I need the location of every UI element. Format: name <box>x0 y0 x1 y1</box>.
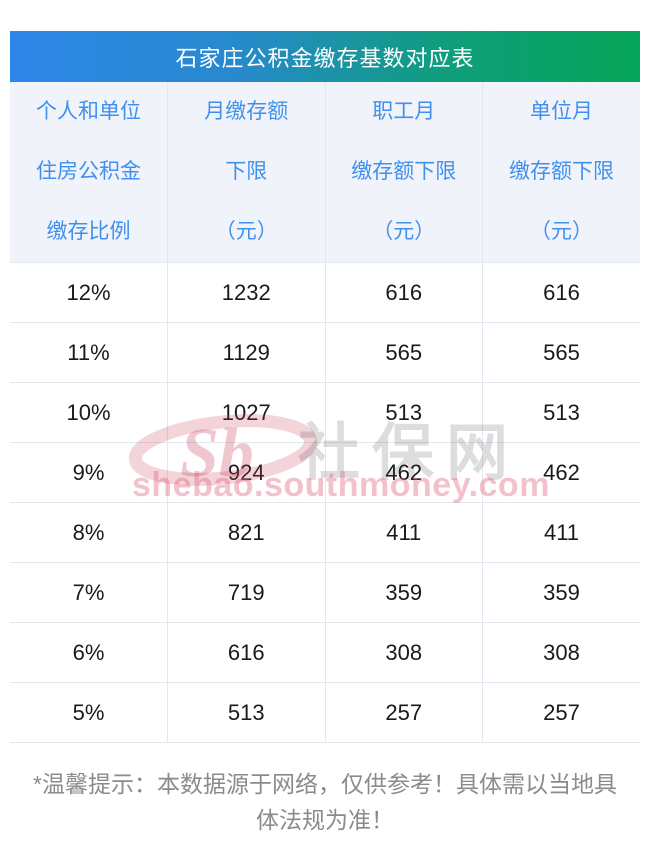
table-cell: 12% <box>10 262 168 323</box>
column-header: 职工月缴存额下限 （元） <box>324 82 483 263</box>
table-cell: 1129 <box>167 322 326 383</box>
table-row: 9% 924 462 462 <box>10 442 640 503</box>
table-cell: 308 <box>324 622 483 683</box>
table-cell: 8% <box>10 502 168 563</box>
column-header-line: 职工月 <box>372 100 436 123</box>
table-cell: 565 <box>482 322 640 383</box>
table-cell: 462 <box>324 442 483 503</box>
table-title: 石家庄公积金缴存基数对应表 <box>175 45 475 71</box>
table-cell: 411 <box>324 502 483 563</box>
table-cell: 7% <box>10 562 168 623</box>
table-cell: 513 <box>324 382 483 443</box>
table-cell: 9% <box>10 442 168 503</box>
table-row: 6% 616 308 308 <box>10 622 640 683</box>
table-cell: 924 <box>167 442 326 503</box>
table-cell: 411 <box>482 502 640 563</box>
table-header-row: 个人和单位 住房公积金 缴存比例 月缴存额 下限 （元） 职工月 缴存额下限 （元） 单位月 缴存额… <box>10 82 640 263</box>
column-header-line: （元） <box>372 220 436 243</box>
column-header-line: 住房公积金 <box>36 160 141 183</box>
table-cell: 719 <box>167 562 326 623</box>
table-row: 10% 1027 513 513 <box>10 382 640 443</box>
column-header-line: 缴存比例 <box>46 220 131 243</box>
footer-note: *温馨提示：本数据源于网络，仅供参考！具体需以当地具体法规为准！ <box>33 771 617 833</box>
table-cell: 1027 <box>167 382 326 443</box>
column-header-line: 缴存额下限 <box>351 160 457 183</box>
table-cell: 616 <box>482 262 640 323</box>
column-header-line: 个人和单位 <box>36 100 141 123</box>
table-cell: 462 <box>482 442 640 503</box>
column-header-line: 缴存额下限 <box>509 160 614 183</box>
table-head: 个人和单位 住房公积金 缴存比例 月缴存额 下限 （元） 职工月 缴存额下限 （元） 单位月 缴存额… <box>10 82 640 263</box>
column-header-line: （元） <box>214 220 278 243</box>
fund-table-card: 石家庄公积金缴存基数对应表 个人和单位 住房公积金 缴存比例 月缴存额 下限 （元） 职工月… <box>10 31 640 743</box>
table-cell: 11% <box>10 322 168 383</box>
table-cell: 1232 <box>167 262 326 323</box>
table-cell: 513 <box>482 382 640 443</box>
table-cell: 6% <box>10 622 168 683</box>
table-cell: 565 <box>324 322 483 383</box>
table-title-bar: 石家庄公积金缴存基数对应表 <box>10 31 640 82</box>
column-header-line: （元） <box>530 220 593 243</box>
table-row: 7% 719 359 359 <box>10 562 640 623</box>
column-header: 个人和单位住房公积金缴存比例 <box>10 82 168 263</box>
table-cell: 359 <box>324 562 483 623</box>
table-cell: 616 <box>167 622 326 683</box>
fund-table: 个人和单位 住房公积金 缴存比例 月缴存额 下限 （元） 职工月 缴存额下限 （元） 单位月 缴存额… <box>10 82 640 743</box>
table-cell: 5% <box>10 682 168 743</box>
table-body: 12% 1232 616 616 11% 1129 565 565 10% 1027 513 513 9… <box>10 262 640 743</box>
column-header: 月缴存额下限 （元） <box>167 82 326 263</box>
table-cell: 513 <box>167 682 326 743</box>
table-cell: 10% <box>10 382 168 443</box>
table-cell: 821 <box>167 502 326 563</box>
table-cell: 616 <box>324 262 483 323</box>
table-cell: 359 <box>482 562 640 623</box>
column-header-line: 单位月 <box>530 100 593 123</box>
table-row: 8% 821 411 411 <box>10 502 640 563</box>
column-header-line: 下限 <box>225 160 268 183</box>
table-row: 12% 1232 616 616 <box>10 262 640 323</box>
table-cell: 308 <box>482 622 640 683</box>
table-row: 11% 1129 565 565 <box>10 322 640 383</box>
column-header-line: 月缴存额 <box>204 100 289 123</box>
table-cell: 257 <box>482 682 640 743</box>
column-header: 单位月缴存额下限 （元） <box>482 82 640 263</box>
table-row: 5% 513 257 257 <box>10 682 640 743</box>
table-cell: 257 <box>324 682 483 743</box>
